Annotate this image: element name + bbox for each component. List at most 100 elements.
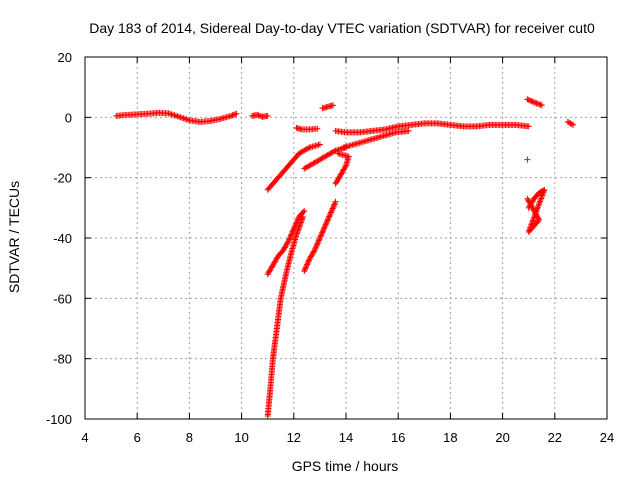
data-point (325, 214, 332, 221)
data-point (298, 218, 305, 225)
y-tick-label: -40 (53, 231, 72, 246)
data-point (326, 212, 333, 219)
data-point (525, 96, 532, 103)
y-tick-label: -80 (53, 352, 72, 367)
data-point (295, 226, 302, 233)
data-point (304, 261, 311, 268)
data-points (113, 96, 577, 419)
data-point (316, 141, 323, 148)
data-point (283, 241, 290, 248)
data-point (536, 199, 543, 206)
data-point (270, 260, 277, 267)
data-point (322, 222, 329, 229)
data-point (269, 262, 276, 269)
data-point (318, 230, 325, 237)
data-point (305, 258, 312, 265)
data-point (178, 114, 185, 121)
data-point (533, 100, 540, 107)
data-point (317, 233, 324, 240)
data-point (293, 231, 300, 238)
data-point (524, 96, 531, 103)
x-tick-label: 8 (186, 430, 193, 445)
data-point (284, 239, 291, 246)
data-point (303, 262, 310, 269)
data-point (338, 170, 345, 177)
data-point (264, 271, 271, 278)
data-point (228, 112, 235, 119)
data-point (175, 113, 182, 120)
y-tick-label: 20 (58, 50, 72, 65)
data-point (301, 266, 308, 273)
data-point (323, 220, 330, 227)
y-tick-label: -60 (53, 291, 72, 306)
data-point (336, 174, 343, 181)
data-point (298, 216, 305, 223)
data-point (327, 210, 334, 217)
data-point (266, 267, 273, 274)
data-point (535, 215, 542, 222)
data-point (322, 221, 329, 228)
data-point (273, 255, 280, 262)
data-point (272, 256, 279, 263)
x-tick-label: 14 (339, 430, 353, 445)
data-point (539, 191, 546, 198)
data-point (315, 237, 322, 244)
data-point (528, 203, 535, 210)
data-point (323, 218, 330, 225)
data-point (319, 229, 326, 236)
data-point (267, 266, 274, 273)
data-point (286, 236, 293, 243)
data-point (307, 253, 314, 260)
data-point (301, 268, 308, 275)
data-point (314, 125, 321, 132)
data-point (334, 176, 341, 183)
data-point (525, 197, 532, 204)
data-point (233, 110, 240, 117)
data-point (334, 178, 341, 185)
data-point (314, 241, 320, 248)
data-point (534, 204, 541, 211)
data-point (329, 102, 336, 109)
data-point (316, 236, 323, 243)
data-point (329, 206, 336, 213)
data-point (534, 100, 541, 107)
data-point (324, 217, 331, 224)
data-point (320, 225, 327, 232)
x-tick-label: 12 (287, 430, 301, 445)
data-point (268, 264, 275, 271)
data-point (342, 163, 349, 170)
chart-title: Day 183 of 2014, Sidereal Day-to-day VTE… (89, 20, 595, 36)
data-point (570, 121, 577, 128)
data-point (320, 226, 327, 233)
data-point (341, 165, 348, 172)
data-point (329, 205, 336, 212)
data-point (533, 211, 540, 218)
data-point (297, 219, 304, 226)
data-point (335, 150, 342, 157)
data-point (331, 200, 338, 207)
data-point (299, 213, 306, 220)
data-point (540, 189, 547, 196)
data-point (331, 148, 338, 155)
data-point (304, 260, 311, 267)
grid-lines (85, 57, 607, 419)
data-point (567, 120, 574, 127)
data-point (530, 217, 537, 224)
data-point (319, 228, 326, 235)
data-point (286, 235, 293, 242)
data-point (272, 258, 279, 265)
data-point (529, 98, 536, 105)
data-point (339, 169, 346, 176)
data-point (312, 244, 319, 251)
data-point (524, 156, 531, 163)
data-point (305, 257, 312, 264)
data-point (177, 114, 184, 121)
data-point (333, 179, 340, 186)
data-point (527, 201, 534, 208)
data-point (528, 202, 535, 209)
data-point (533, 212, 540, 219)
data-point (308, 252, 315, 259)
data-point (332, 180, 339, 187)
data-point (290, 227, 297, 234)
data-point (311, 247, 318, 254)
